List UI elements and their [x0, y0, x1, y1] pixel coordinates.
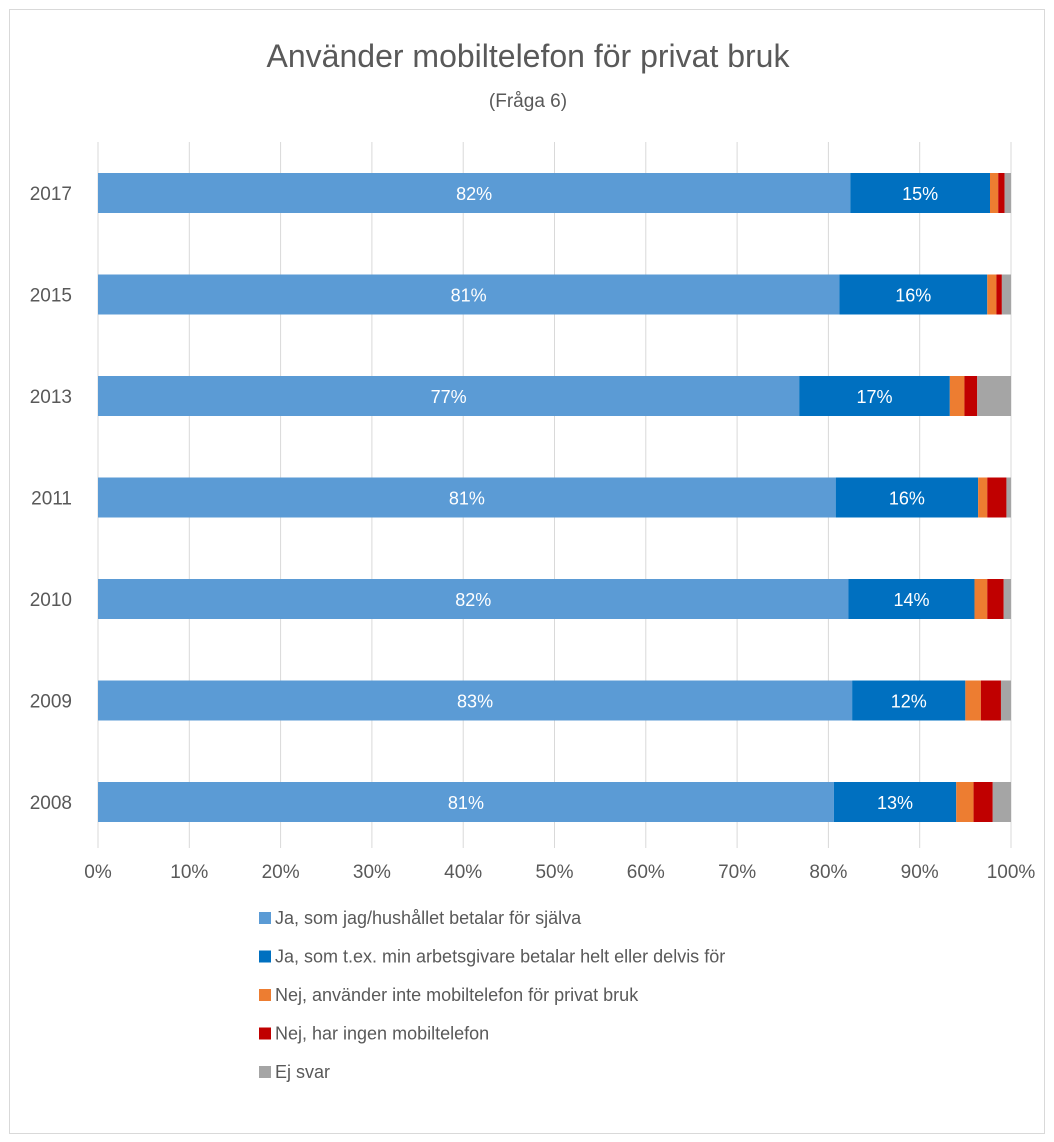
stacked-bar-chart: Använder mobiltelefon för privat bruk (F… [30, 38, 1036, 1082]
bar-segment [852, 680, 966, 721]
data-label: 17% [856, 387, 892, 407]
x-tick-label: 30% [353, 862, 391, 883]
y-axis: 2017 2015 2013 2011 2010 2009 2008 [30, 184, 72, 814]
bar-segment [1000, 680, 1011, 721]
bar-segment [965, 680, 981, 721]
bar-segment [977, 376, 1011, 416]
bar-segment [949, 376, 965, 416]
chart-title: Använder mobiltelefon för privat bruk [267, 38, 791, 74]
bar-segment [98, 680, 853, 721]
legend-entry: Ej svar [275, 1062, 330, 1082]
bar-segment [992, 782, 1011, 822]
data-label: 77% [431, 387, 467, 407]
bar-segment [98, 782, 834, 822]
bar-segment [987, 477, 1007, 518]
y-tick-label: 2011 [31, 489, 72, 510]
bar-segment [839, 274, 988, 315]
bar-segment [1003, 579, 1011, 619]
data-label: 81% [449, 489, 485, 509]
x-tick-label: 0% [84, 862, 112, 883]
bar-segment [850, 173, 991, 213]
bar-segment [980, 680, 1001, 721]
legend-entry: Ja, som jag/hushållet betalar för själva [275, 908, 582, 928]
bar-segment [98, 477, 836, 518]
x-tick-label: 100% [987, 862, 1036, 883]
data-label: 12% [891, 692, 927, 712]
bar-segment [956, 782, 974, 822]
bar-segment [974, 579, 988, 619]
data-label: 14% [893, 590, 929, 610]
bar-labels: 82% 15% 81% 16% 77% 17% 81% 16% 82% 14% 83% 12% 81% 1… [431, 184, 939, 813]
chart-frame: Använder mobiltelefon för privat bruk (F… [9, 9, 1045, 1134]
bar-segment [987, 579, 1004, 619]
y-tick-label: 2017 [30, 184, 72, 205]
data-label: 16% [895, 286, 931, 306]
bar-segment [835, 477, 979, 518]
y-tick-label: 2008 [30, 793, 72, 814]
legend-swatch [259, 950, 271, 963]
data-label: 13% [877, 793, 913, 813]
x-tick-label: 80% [809, 862, 847, 883]
data-label: 82% [455, 590, 491, 610]
bar-segment [973, 782, 993, 822]
y-tick-label: 2009 [30, 692, 72, 713]
bar-segment [98, 173, 851, 213]
x-tick-label: 60% [627, 862, 665, 883]
x-tick-label: 90% [901, 862, 939, 883]
y-tick-label: 2013 [30, 387, 72, 408]
bar-segment [978, 477, 988, 518]
data-label: 15% [902, 184, 938, 204]
bar-segment [98, 376, 800, 416]
x-tick-label: 70% [718, 862, 756, 883]
legend-swatch [259, 1027, 271, 1040]
bar-segment [1006, 477, 1011, 518]
x-tick-label: 50% [535, 862, 573, 883]
legend-swatch [259, 989, 271, 1001]
bar-segment [799, 376, 950, 416]
x-tick-label: 40% [444, 862, 482, 883]
bar-segment [98, 274, 840, 315]
x-axis: 0% 10% 20% 30% 40% 50% 60% 70% 80% 90% 100% [84, 862, 1035, 883]
legend-entry: Nej, har ingen mobiltelefon [275, 1024, 489, 1044]
bar-segment [987, 274, 997, 315]
bar-segment [1001, 274, 1011, 315]
data-label: 83% [457, 692, 493, 712]
bar-segment [1004, 173, 1011, 213]
bar-segment [998, 173, 1005, 213]
legend-swatch [259, 1066, 271, 1078]
bar-segment [996, 274, 1002, 315]
x-tick-label: 20% [262, 862, 300, 883]
x-tick-label: 10% [170, 862, 208, 883]
data-label: 16% [889, 489, 925, 509]
bar-segment [98, 579, 849, 619]
legend-swatch [259, 912, 271, 924]
legend: Ja, som jag/hushållet betalar för själva… [259, 908, 725, 1082]
data-label: 81% [451, 286, 487, 306]
chart-subtitle: (Fråga 6) [489, 91, 567, 112]
data-label: 81% [448, 793, 484, 813]
bar-segment [990, 173, 999, 213]
y-tick-label: 2010 [30, 590, 72, 611]
bar-segment [964, 376, 978, 416]
legend-entry: Nej, använder inte mobiltelefon för priv… [275, 985, 639, 1005]
y-tick-label: 2015 [30, 286, 72, 307]
bars [98, 173, 1011, 822]
bar-segment [833, 782, 957, 822]
legend-entry: Ja, som t.ex. min arbetsgivare betalar h… [275, 947, 725, 967]
bar-segment [848, 579, 975, 619]
data-label: 82% [456, 184, 492, 204]
